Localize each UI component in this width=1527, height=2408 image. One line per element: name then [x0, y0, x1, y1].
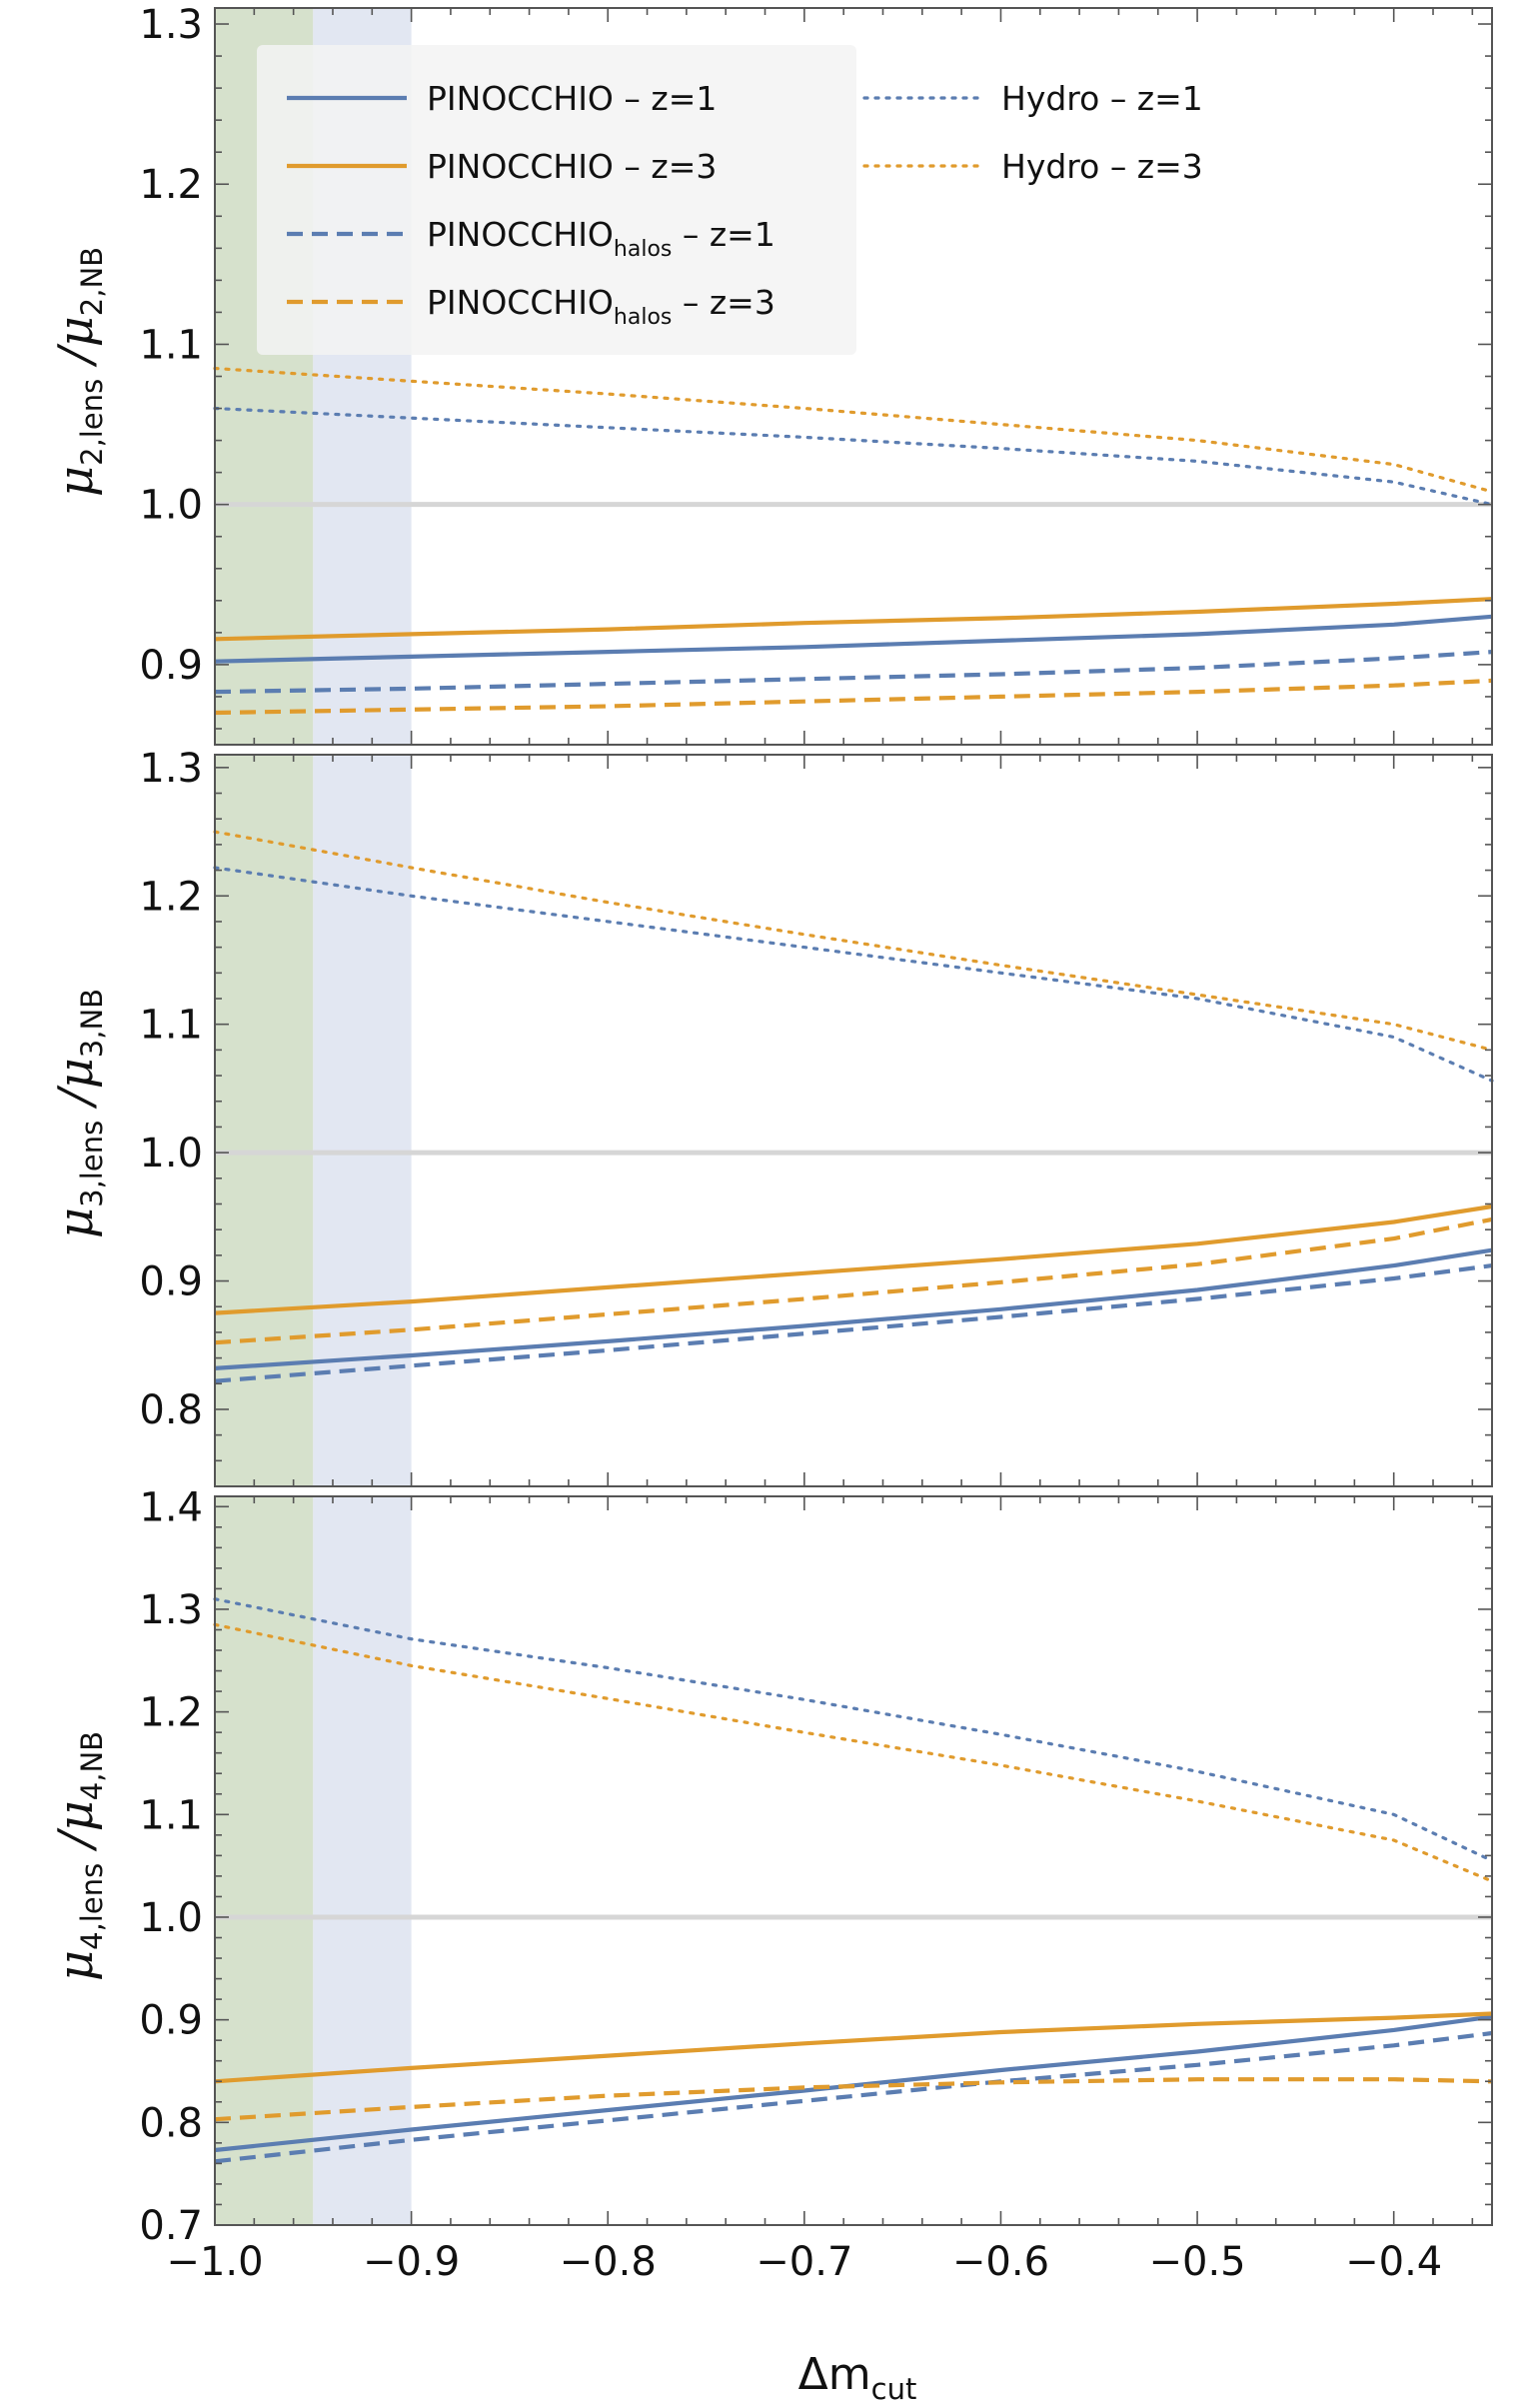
series-hydro_z1 — [213, 866, 1494, 1083]
y-tick-label: 1.1 — [139, 322, 203, 368]
y-tick-label: 0.7 — [139, 2203, 203, 2249]
x-tick-label: −0.9 — [363, 2239, 460, 2285]
y-tick-label: 0.9 — [139, 1998, 203, 2044]
legend-label-hydro-z3: Hydro – z=3 — [1001, 147, 1203, 186]
legend-label-pinocchio-z3: PINOCCHIO – z=3 — [427, 147, 717, 186]
x-tick-label: −0.4 — [1345, 2239, 1442, 2285]
series-hydro_z3 — [213, 366, 1494, 494]
y-tick-label: 0.8 — [139, 2100, 203, 2146]
series-pin_z3 — [214, 1204, 1493, 1315]
legend-label-pinocchio-z1: PINOCCHIO – z=1 — [427, 79, 717, 118]
y-tick-label: 1.0 — [139, 1895, 203, 1941]
ylabel-bottom: μ4,lens /μ4,NB — [48, 1731, 109, 1981]
series-halo_z3 — [214, 1216, 1493, 1345]
series-pin_z3 — [214, 597, 1493, 642]
y-tick-label: 1.2 — [139, 162, 203, 208]
legend-box — [257, 45, 856, 355]
x-tick-label: −0.6 — [952, 2239, 1049, 2285]
panel-bottom: 0.7 0.8 0.9 1.0 1.1 1.2 1.3 1.4 −1.0 −0.9 −0.8 −0.7… — [139, 1484, 1494, 2285]
series-pin_z1 — [214, 1247, 1493, 1370]
series-pin_z1 — [214, 614, 1493, 664]
shaded-band-2 — [313, 755, 412, 1486]
series-halo_z1 — [214, 1263, 1493, 1383]
ylabel-middle: μ3,lens /μ3,NB — [48, 989, 109, 1238]
legend-label-pinocchio-halos-z3: PINOCCHIOhalos – z=3 — [427, 283, 775, 330]
y-tick-label: 1.0 — [139, 1131, 203, 1177]
y-tick-label: 0.9 — [139, 1259, 203, 1305]
y-tick-label: 0.9 — [139, 643, 203, 689]
panel-frame — [214, 754, 1493, 1487]
shaded-band-2 — [313, 1496, 412, 2225]
y-tick-label: 1.3 — [139, 746, 203, 792]
panel-frame — [214, 1495, 1493, 2226]
shaded-band-1 — [215, 1496, 314, 2225]
y-tick-label: 1.1 — [139, 1792, 203, 1838]
x-tick-label: −0.8 — [560, 2239, 657, 2285]
y-tick-label: 1.3 — [139, 1587, 203, 1633]
series-hydro_z3 — [213, 830, 1494, 1053]
x-tick-label: −0.5 — [1149, 2239, 1246, 2285]
y-tick-label: 1.4 — [139, 1484, 203, 1530]
series-hydro_z1 — [213, 406, 1494, 507]
series-halo_z3 — [214, 678, 1493, 716]
y-tick-label: 1.2 — [139, 874, 203, 920]
series-halo_z3 — [214, 2077, 1493, 2122]
legend-label-pinocchio-halos-z1: PINOCCHIOhalos – z=1 — [427, 215, 775, 262]
series-halo_z1 — [214, 650, 1493, 695]
x-tick-label: −1.0 — [166, 2239, 263, 2285]
legend-label-hydro-z1: Hydro – z=1 — [1001, 79, 1203, 118]
panel-middle: 0.8 0.9 1.0 1.1 1.2 1.3 — [139, 746, 1494, 1487]
y-tick-label: 1.0 — [139, 483, 203, 529]
y-tick-label: 1.3 — [139, 2, 203, 48]
ylabel-top: μ2,lens /μ2,NB — [48, 247, 109, 497]
xlabel: Δmcut — [798, 2349, 917, 2406]
series-hydro_z1 — [213, 1597, 1494, 1863]
series-pin_z1 — [214, 2014, 1493, 2153]
series-hydro_z3 — [213, 1622, 1494, 1883]
series-halo_z1 — [214, 2030, 1493, 2164]
y-tick-label: 0.8 — [139, 1387, 203, 1433]
y-tick-label: 1.1 — [139, 1003, 203, 1049]
y-tick-label: 1.2 — [139, 1690, 203, 1736]
legend: PINOCCHIO – z=1 PINOCCHIO – z=3 PINOCCHI… — [257, 45, 1203, 355]
x-tick-label: −0.7 — [756, 2239, 852, 2285]
series-pin_z3 — [214, 2011, 1493, 2084]
